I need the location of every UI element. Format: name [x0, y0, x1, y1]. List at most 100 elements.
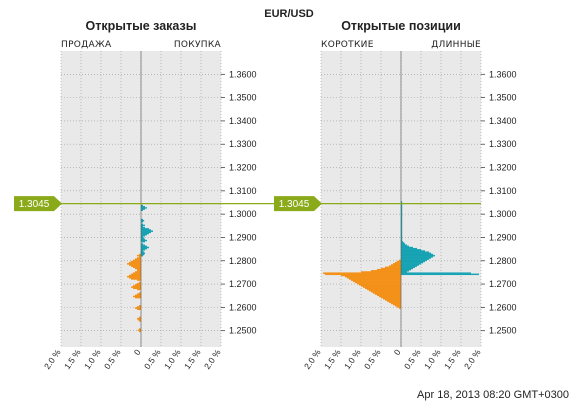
- short-bar: [137, 317, 141, 320]
- long-bar: [401, 244, 407, 246]
- long-bar: [401, 261, 423, 264]
- x-tick-label: 0: [392, 347, 403, 357]
- left-side-label: КОРОТКИЕ: [321, 40, 374, 50]
- long-bar: [141, 253, 145, 256]
- x-tick-label: 1.5 %: [322, 347, 343, 371]
- short-bar: [397, 260, 401, 263]
- y-tick-label: 1.3400: [489, 116, 517, 126]
- short-bar: [361, 285, 401, 287]
- y-tick-label: 1.2900: [489, 232, 517, 242]
- long-bar: [401, 238, 403, 241]
- long-bar: [401, 203, 403, 206]
- long-bar: [401, 254, 435, 257]
- long-bar: [141, 252, 145, 255]
- long-bar: [401, 251, 429, 253]
- y-tick-label: 1.2900: [229, 232, 257, 242]
- short-bar: [139, 330, 141, 333]
- long-bar: [401, 229, 403, 231]
- long-bar: [401, 257, 431, 259]
- short-bar: [357, 282, 401, 285]
- long-bar: [141, 223, 143, 225]
- short-bar: [135, 284, 141, 286]
- long-bar: [141, 251, 145, 253]
- short-bar: [139, 256, 141, 258]
- y-tick-label: 1.3500: [229, 93, 257, 103]
- short-bar: [391, 264, 401, 266]
- y-tick-label: 1.2500: [229, 326, 257, 336]
- short-bar: [399, 259, 401, 262]
- long-bar: [141, 207, 147, 209]
- short-bar: [137, 282, 141, 285]
- y-tick-label: 1.3300: [489, 139, 517, 149]
- long-bar: [401, 222, 403, 224]
- y-tick-label: 1.3200: [489, 163, 517, 173]
- long-bar: [141, 246, 149, 249]
- short-bar: [385, 299, 401, 301]
- x-tick-label: 0.5 %: [362, 347, 383, 371]
- long-bar: [401, 217, 403, 220]
- y-tick-label: 1.2600: [229, 302, 257, 312]
- short-bar: [139, 328, 141, 330]
- short-bar: [365, 287, 401, 290]
- short-bar: [131, 260, 141, 263]
- grid-lines: [320, 51, 482, 347]
- short-bar: [367, 288, 401, 291]
- short-bar: [139, 320, 141, 322]
- short-bar: [137, 308, 141, 311]
- long-bar: [401, 242, 405, 244]
- long-bar: [401, 243, 405, 245]
- long-bar: [401, 236, 403, 238]
- long-bar: [401, 266, 415, 269]
- long-bar: [141, 229, 151, 231]
- short-bar: [371, 291, 401, 293]
- short-bar: [385, 266, 401, 269]
- panel-title: Открытые позиции: [341, 19, 461, 33]
- long-bar: [141, 239, 147, 242]
- short-bar: [399, 307, 401, 309]
- short-bar: [131, 265, 141, 267]
- y-tick-label: 1.2700: [229, 279, 257, 289]
- short-bar: [353, 280, 401, 283]
- long-bar: [141, 232, 149, 235]
- x-tick-label: 0.5 %: [102, 347, 123, 371]
- open-orders-panel: Открытые заказы ПРОДАЖА ПОКУПКА 1.25001.…: [42, 19, 257, 371]
- short-bar: [395, 261, 401, 264]
- long-bar: [141, 247, 147, 250]
- long-bar: [141, 238, 145, 241]
- y-tick-label: 1.2800: [229, 256, 257, 266]
- long-bar: [141, 254, 143, 257]
- short-bar: [135, 267, 141, 270]
- short-bar: [129, 277, 141, 279]
- short-bar: [139, 281, 141, 284]
- long-bar: [141, 231, 151, 234]
- y-tick-labels: 1.2500 1.2600 1.2700 1.2800 1.2900 1.3000 1.31…: [221, 69, 257, 336]
- short-bar: [389, 301, 401, 304]
- long-bar: [141, 224, 145, 227]
- short-bar: [127, 275, 141, 278]
- short-bar: [133, 287, 141, 290]
- current-price-label: 1.3045: [19, 199, 50, 210]
- short-bar: [349, 278, 401, 280]
- y-tick-label: 1.3300: [229, 139, 257, 149]
- x-tick-label: 0.5 %: [142, 347, 163, 371]
- y-tick-label: 1.2600: [489, 302, 517, 312]
- short-bar: [135, 296, 141, 299]
- long-bar: [401, 270, 409, 272]
- long-bar: [401, 223, 403, 225]
- x-tick-label: 2.0 %: [42, 347, 63, 371]
- y-tick-label: 1.3600: [489, 69, 517, 79]
- short-bar: [397, 306, 401, 308]
- x-tick-label: 0.5 %: [402, 347, 423, 371]
- x-tick-label: 2.0 %: [462, 347, 483, 371]
- short-bar: [371, 270, 401, 272]
- short-bar: [137, 279, 141, 281]
- long-bar: [141, 245, 147, 248]
- long-bar: [401, 216, 403, 218]
- short-bar: [383, 298, 401, 300]
- short-bar: [137, 268, 141, 271]
- long-bar: [401, 240, 403, 243]
- short-bar: [131, 286, 141, 288]
- short-bar: [387, 300, 401, 302]
- long-bar: [401, 226, 403, 229]
- short-bar: [139, 316, 141, 319]
